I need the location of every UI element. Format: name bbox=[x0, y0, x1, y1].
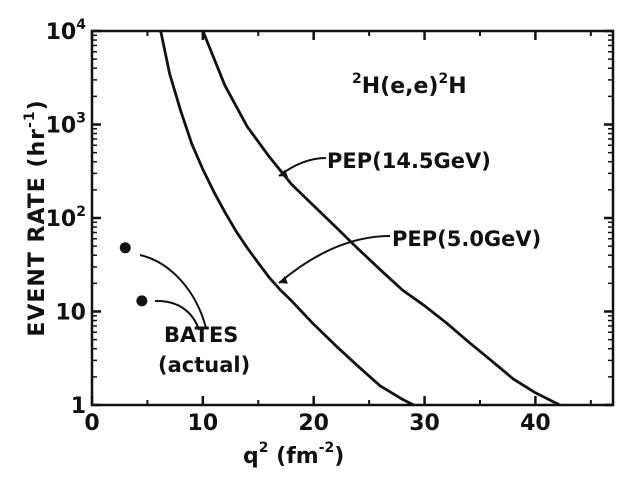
x-tick-label: 20 bbox=[298, 411, 329, 436]
x-tick-label: 0 bbox=[84, 411, 99, 436]
pep-14-5-curve bbox=[201, 30, 561, 407]
x-tick-label: 30 bbox=[409, 411, 440, 436]
bates-label-line2: (actual) bbox=[158, 353, 250, 377]
y-tick-label: 10 bbox=[55, 301, 86, 326]
ylabel-close: ) bbox=[25, 99, 50, 110]
xlabel-mid: (fm bbox=[269, 444, 319, 469]
x-tick-label: 10 bbox=[188, 411, 219, 436]
annotation-pep-14-5: PEP(14.5GeV) bbox=[327, 149, 491, 173]
y-tick-label: 103 bbox=[46, 111, 86, 139]
bates-point bbox=[119, 242, 131, 254]
y-tick-label: 104 bbox=[46, 17, 87, 45]
y-tick-label: 1 bbox=[71, 394, 86, 419]
xlabel-sup2: -2 bbox=[319, 440, 335, 456]
ylabel-open: (hr bbox=[25, 128, 50, 176]
bates-pointer-2 bbox=[154, 299, 200, 331]
ylabel-sup: -1 bbox=[22, 110, 38, 128]
bates-pointer-1 bbox=[139, 254, 207, 329]
reaction-part-b: H bbox=[448, 74, 466, 99]
xlabel-end: ) bbox=[334, 444, 344, 469]
annotation-pep-5-0: PEP(5.0GeV) bbox=[392, 227, 541, 251]
reaction-sup-post: 2 bbox=[438, 71, 448, 87]
x-axis-label: q2 (fm-2) bbox=[243, 440, 344, 469]
reaction-label: 2H(e,e)2H bbox=[352, 71, 467, 99]
pep-5-0-curve bbox=[159, 30, 415, 407]
arrow-pep-5-0 bbox=[278, 235, 391, 284]
reaction-sup-pre: 2 bbox=[352, 71, 362, 87]
ylabel-main: EVENT RATE bbox=[25, 176, 50, 336]
arrow-pep-5-0-head bbox=[279, 276, 288, 284]
xlabel-sup1: 2 bbox=[259, 440, 269, 456]
xlabel-base: q bbox=[243, 444, 259, 469]
y-tick-label: 102 bbox=[46, 204, 86, 232]
bates-label-line1: BATES bbox=[164, 323, 238, 347]
y-axis-label: EVENT RATE (hr-1) bbox=[22, 99, 50, 336]
arrow-pep-14-5-head bbox=[279, 169, 288, 177]
reaction-part-a: H(e,e) bbox=[362, 74, 439, 99]
plot-area: 0 10 20 30 40 1 10 102 103 104 bbox=[46, 17, 615, 436]
x-tick-label: 40 bbox=[520, 411, 551, 436]
bates-point bbox=[136, 295, 148, 307]
